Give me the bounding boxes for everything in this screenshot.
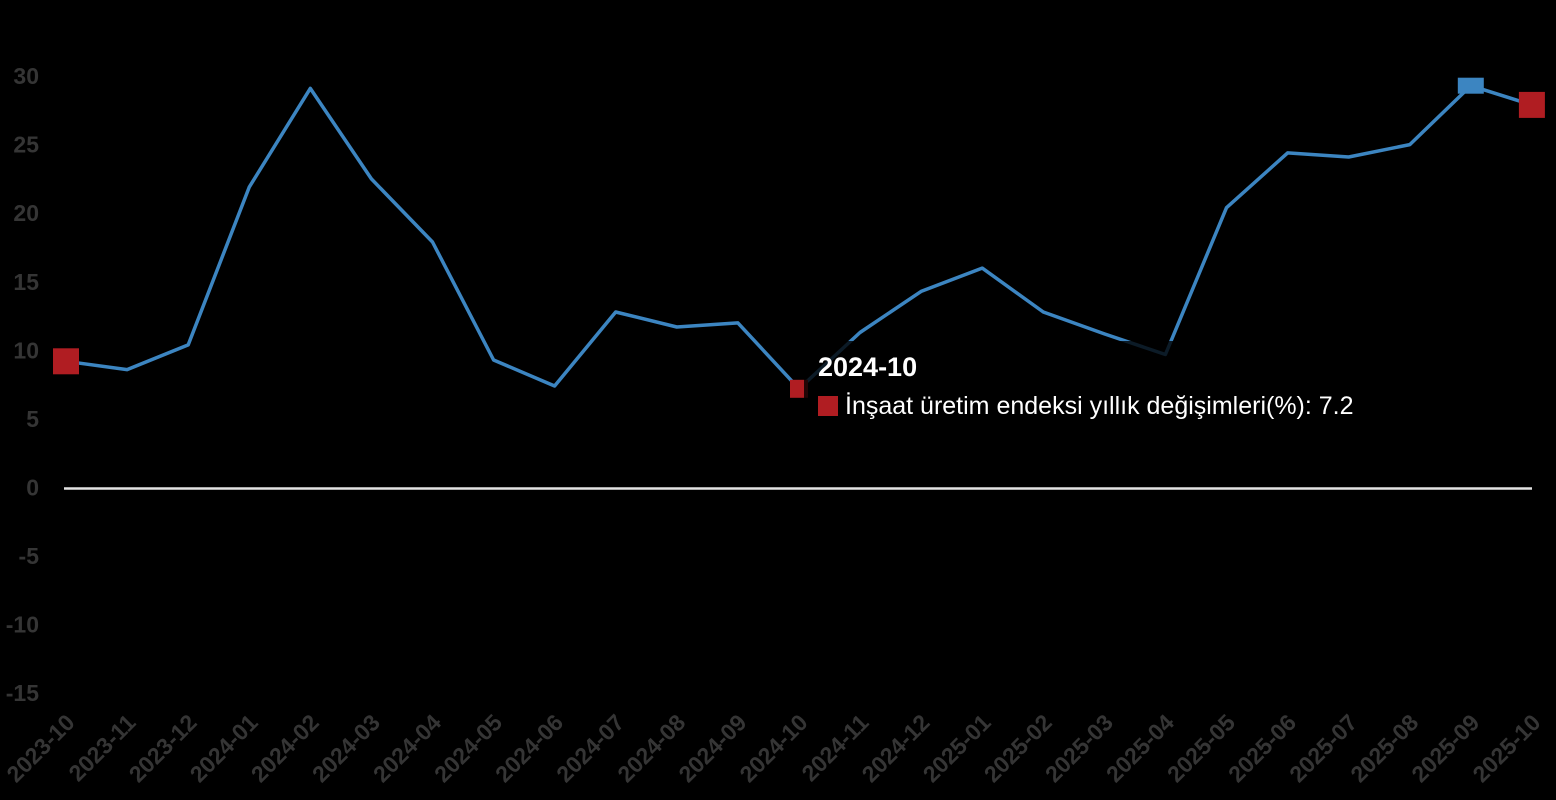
x-axis-label: 2024-09: [673, 709, 751, 787]
x-axis-label: 2025-02: [979, 709, 1057, 787]
tooltip-title: 2024-10: [818, 352, 918, 382]
y-axis-label: 0: [26, 475, 39, 501]
x-axis-label: 2025-09: [1406, 709, 1484, 787]
x-axis-label: 2024-12: [857, 709, 935, 787]
tooltip-series-row: İnşaat üretim endeksi yıllık değişimleri…: [818, 393, 1362, 419]
y-axis-label: -15: [6, 680, 39, 706]
x-axis-label: 2025-06: [1223, 709, 1301, 787]
series-swatch-icon: [818, 396, 838, 416]
x-axis-label: 2024-10: [734, 709, 812, 787]
x-axis-label: 2023-10: [1, 709, 79, 787]
y-axis-label: 20: [13, 200, 39, 226]
x-axis-label: 2024-03: [307, 709, 385, 787]
tooltip-series-label: İnşaat üretim endeksi yıllık değişimleri…: [845, 392, 1312, 420]
data-point-marker[interactable]: [1518, 91, 1545, 118]
x-axis-label: 2024-02: [246, 709, 324, 787]
x-axis-label: 2024-06: [490, 709, 568, 787]
x-axis-label: 2024-07: [551, 709, 629, 787]
data-point-marker[interactable]: [1457, 77, 1484, 94]
y-axis-label: -5: [19, 543, 40, 569]
x-axis-label: 2025-10: [1467, 709, 1545, 787]
y-axis-label: 25: [13, 132, 39, 158]
y-axis-label: 15: [13, 269, 39, 295]
y-axis-label: 5: [26, 406, 39, 432]
data-point-marker[interactable]: [790, 379, 808, 398]
tooltip-value: 7.2: [1311, 392, 1354, 420]
y-axis-label: 10: [13, 337, 39, 363]
data-point-marker[interactable]: [53, 348, 79, 375]
y-axis-label: 30: [13, 63, 39, 89]
x-axis-label: 2025-07: [1284, 709, 1362, 787]
y-axis-label: -10: [6, 612, 39, 638]
tooltip: 2024-10 İnşaat üretim endeksi yıllık değ…: [804, 341, 1362, 437]
